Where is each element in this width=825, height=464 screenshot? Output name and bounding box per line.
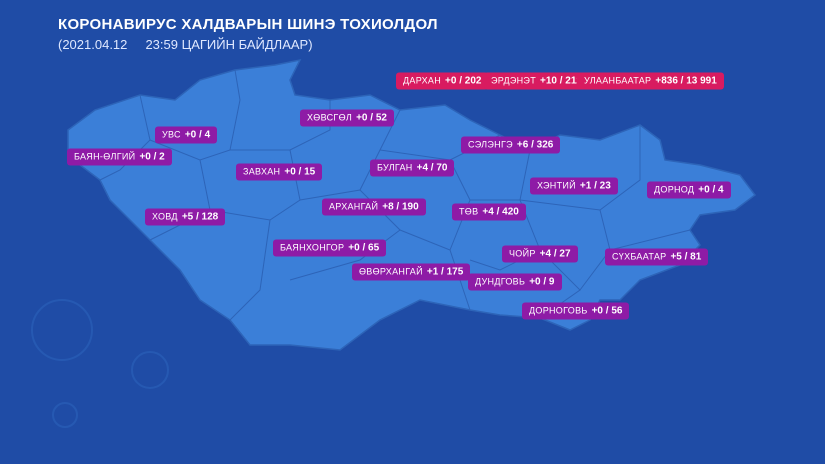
region-label: ДОРНОГОВЬ +0 / 56 [522,302,630,320]
region-value: +10 / 212 [540,75,582,87]
region-name: СЭЛЭНГЭ [468,139,513,150]
region-name: УВС [162,129,181,140]
region-label: АРХАНГАЙ +8 / 190 [322,198,426,216]
region-label: ТӨВ +4 / 420 [452,203,526,221]
region-name: ХОВД [152,211,178,222]
region-value: +0 / 4 [698,184,724,196]
region-label: ХЭНТИЙ +1 / 23 [530,177,618,195]
region-label: СЭЛЭНГЭ +6 / 326 [461,136,561,154]
region-name: АРХАНГАЙ [329,201,379,212]
region-name: УЛААНБААТАР [584,75,652,86]
region-label: УЛААНБААТАР +836 / 13 991 [577,72,724,90]
region-label: ДУНДГОВЬ +0 / 9 [468,273,562,291]
region-name: ДОРНОД [654,184,695,195]
region-label: ДОРНОД +0 / 4 [647,181,731,199]
region-name: ДОРНОГОВЬ [529,305,588,316]
region-name: БАЯН-ӨЛГИЙ [74,151,136,162]
region-name: ЭРДЭНЭТ [491,75,536,86]
region-label: ӨВӨРХАНГАЙ +1 / 175 [352,263,471,281]
region-name: ДУНДГОВЬ [475,276,526,287]
region-value: +0 / 9 [529,276,555,288]
region-name: ХЭНТИЙ [537,180,576,191]
region-value: +0 / 56 [591,305,623,317]
region-value: +0 / 15 [284,166,316,178]
region-name: ӨВӨРХАНГАЙ [359,266,423,277]
region-name: ТӨВ [459,206,479,217]
region-label: ХОВД +5 / 128 [145,208,226,226]
region-value: +0 / 4 [184,129,211,141]
region-value: +5 / 128 [181,211,219,223]
region-label: ЭРДЭНЭТ +10 / 212 [484,72,589,90]
region-label: СҮХБААТАР +5 / 81 [605,248,709,266]
region-name: ХӨВСГӨЛ [307,112,353,123]
region-value: +1 / 175 [426,266,464,278]
region-name: ЗАВХАН [243,166,281,177]
region-label: БАЯНХОНГОР +0 / 65 [273,239,387,257]
region-value: +6 / 326 [516,139,554,151]
region-name: ДАРХАН [403,75,442,86]
subtitle: (2021.04.12 23:59 ЦАГИЙН БАЙДЛААР) [58,37,313,52]
region-label: УВС +0 / 4 [155,126,218,144]
region-label: БАЯН-ӨЛГИЙ +0 / 2 [67,148,172,166]
region-borders [99,69,691,321]
region-value: +1 / 23 [579,180,611,192]
region-name: БУЛГАН [377,162,413,173]
region-value: +5 / 81 [670,251,702,263]
region-name: ЧОЙР [509,248,536,259]
region-value: +836 / 13 991 [655,75,717,87]
region-value: +0 / 65 [348,242,380,254]
region-value: +0 / 2 [139,151,165,163]
region-name: БАЯНХОНГОР [280,242,345,253]
region-value: +0 / 52 [356,112,387,124]
region-name: СҮХБААТАР [612,251,667,262]
virus-decor [31,299,169,428]
title: КОРОНАВИРУС ХАЛДВАРЫН ШИНЭ ТОХИОЛДОЛ [58,16,438,33]
region-value: +0 / 202 [445,75,482,87]
region-value: +4 / 27 [539,248,571,260]
region-label: ХӨВСГӨЛ +0 / 52 [300,109,394,127]
region-label: ДАРХАН +0 / 202 [396,72,489,90]
region-value: +4 / 420 [482,206,519,218]
region-value: +8 / 190 [382,201,419,213]
region-value: +4 / 70 [416,162,448,174]
region-label: ЧОЙР +4 / 27 [502,245,578,263]
region-label: БУЛГАН +4 / 70 [370,159,455,177]
region-label: ЗАВХАН +0 / 15 [236,163,323,181]
